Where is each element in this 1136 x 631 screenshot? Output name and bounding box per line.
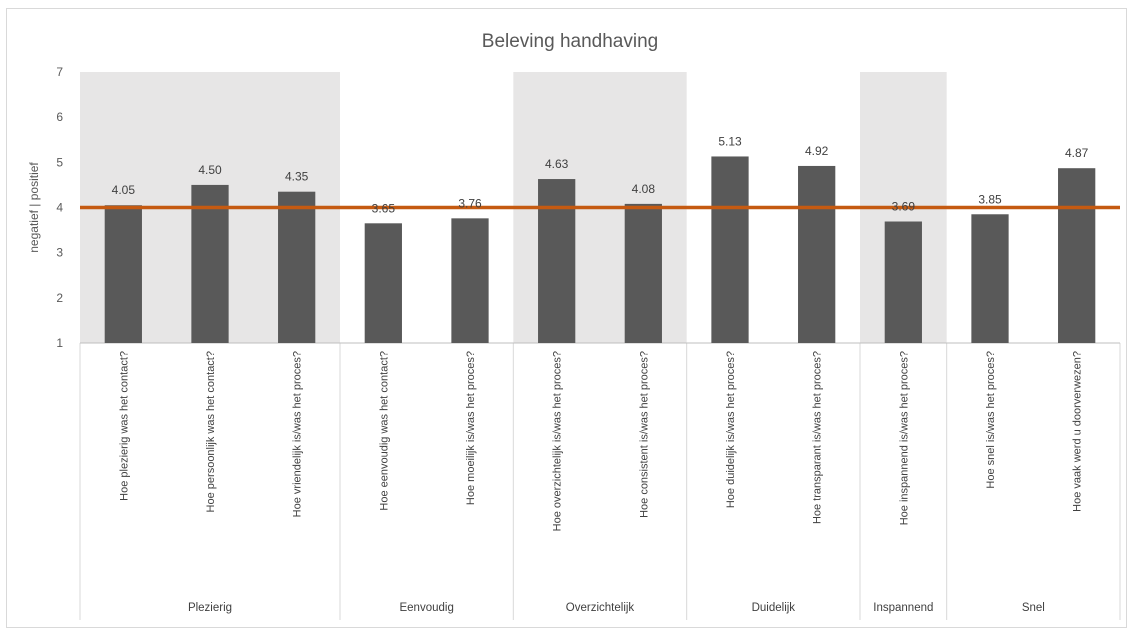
bar-chart: 1 2 3 4 5 6 7 Plezierig Eenvoudig Overzichtelijk…: [27, 31, 1121, 620]
y-tick-label: 3: [56, 246, 63, 260]
group-label: Duidelijk: [752, 602, 796, 614]
bar: [104, 205, 142, 343]
category-label: Hoe snel is/was het proces?: [985, 351, 997, 489]
category-label: Hoe duidelijk is/was het proces?: [725, 351, 737, 508]
bar: [1058, 168, 1096, 343]
category-label: Hoe moeilijk is/was het proces?: [465, 351, 477, 505]
data-label: 4.05: [112, 183, 136, 197]
category-label: Hoe transparant is/was het proces?: [812, 351, 824, 524]
group-label: Snel: [1022, 602, 1045, 614]
data-label: 4.92: [805, 144, 829, 158]
bar: [971, 214, 1009, 343]
chart-title: Beleving handhaving: [482, 31, 658, 52]
data-label: 3.69: [892, 200, 916, 214]
bar: [798, 165, 836, 343]
data-label: 3.85: [978, 192, 1002, 206]
group-label: Eenvoudig: [399, 602, 453, 614]
category-label: Hoe vaak werd u doorverwezen?: [1072, 351, 1084, 512]
chart-frame: 1 2 3 4 5 6 7 Plezierig Eenvoudig Overzichtelijk…: [6, 8, 1127, 628]
y-tick-label: 5: [56, 155, 63, 169]
bar: [711, 156, 749, 343]
data-label: 4.87: [1065, 146, 1089, 160]
y-tick-label: 2: [56, 291, 63, 305]
category-label: Hoe vriendelijk is/was het proces?: [292, 351, 304, 517]
bar: [884, 221, 922, 343]
group-label: Plezierig: [188, 602, 232, 614]
bar: [624, 203, 662, 343]
y-tick-label: 1: [56, 336, 63, 350]
category-label: Hoe consistent is/was het proces?: [638, 351, 650, 518]
data-label: 4.08: [632, 182, 656, 196]
category-label: Hoe persoonlijk was het contact?: [205, 351, 217, 512]
group-label: Overzichtelijk: [566, 602, 635, 614]
y-tick-label: 6: [56, 110, 63, 124]
data-label: 4.50: [198, 163, 222, 177]
data-label: 3.65: [372, 201, 396, 215]
category-label: Hoe eenvoudig was het contact?: [378, 351, 390, 511]
data-label: 5.13: [718, 134, 742, 148]
data-label: 4.35: [285, 170, 309, 184]
bar: [278, 191, 316, 343]
category-label: Hoe overzichtelijk is/was het proces?: [552, 351, 564, 531]
data-label: 3.76: [458, 196, 482, 210]
y-tick-label: 4: [56, 201, 63, 215]
bar: [364, 223, 402, 343]
bar: [191, 184, 229, 343]
y-tick-label: 7: [56, 65, 63, 79]
bar: [451, 218, 489, 343]
group-label: Inspannend: [873, 602, 933, 614]
y-axis-label: negatief | positief: [27, 162, 41, 253]
data-label: 4.63: [545, 157, 569, 171]
bar: [538, 179, 576, 343]
category-label: Hoe plezierig was het contact?: [118, 351, 130, 501]
category-label: Hoe inspannend is/was het proces?: [898, 351, 910, 525]
